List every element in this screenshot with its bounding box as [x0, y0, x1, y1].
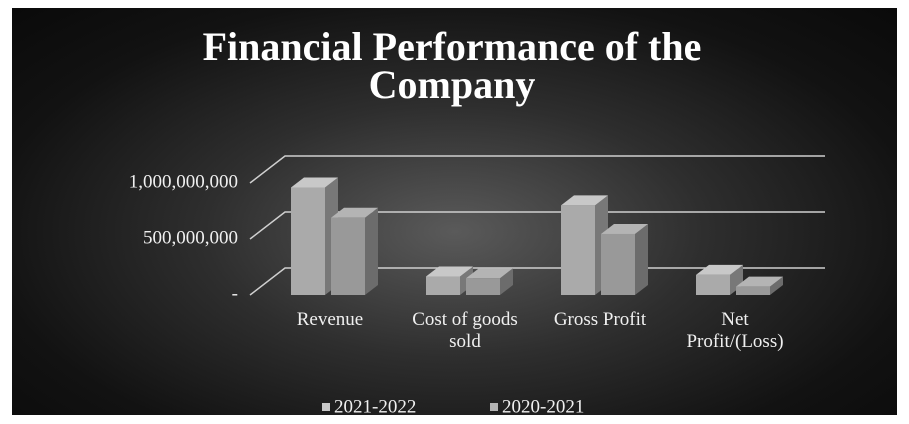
- bar: [601, 233, 635, 295]
- x-tick-label: Revenue: [296, 309, 364, 330]
- bar-top: [466, 268, 513, 279]
- y-tick-label: 500,000,000: [143, 227, 238, 248]
- bar-side: [770, 276, 783, 295]
- bar-top: [601, 223, 648, 234]
- bar: [736, 286, 770, 295]
- x-tick-label: Gross Profit: [553, 309, 647, 330]
- bar: [466, 278, 500, 295]
- legend-marker: [490, 403, 498, 411]
- bar-side: [635, 223, 648, 295]
- grid-line: [249, 155, 825, 184]
- bar-top: [331, 207, 378, 218]
- chart-title: Financial Performance of the Company: [202, 24, 702, 107]
- bar-top: [426, 266, 473, 277]
- plot: - 500,000,000 1,000,000,000 2021-2022 2020-2…: [129, 155, 825, 415]
- bar-side: [365, 207, 378, 295]
- bar: [561, 205, 595, 295]
- bar-top: [291, 177, 338, 188]
- chart: Financial Performance of the Company - 50…: [12, 8, 897, 415]
- legend-label: 2020-2021: [502, 396, 584, 415]
- grid-line: [249, 211, 825, 240]
- bar-top: [561, 195, 608, 206]
- bar-top: [736, 276, 783, 287]
- legend-marker: [322, 403, 330, 411]
- x-tick-label: Net Profit/(Loss): [686, 309, 784, 352]
- bar: [696, 274, 730, 295]
- bar: [426, 276, 460, 295]
- bar: [331, 217, 365, 295]
- bar: [291, 187, 325, 295]
- y-tick-label: 1,000,000,000: [129, 171, 238, 192]
- bar-side: [500, 268, 513, 295]
- x-tick-label: Cost of goods sold: [412, 309, 518, 352]
- legend-label: 2021-2022: [334, 396, 416, 415]
- y-tick-label: -: [232, 283, 238, 304]
- bar-top: [696, 264, 743, 275]
